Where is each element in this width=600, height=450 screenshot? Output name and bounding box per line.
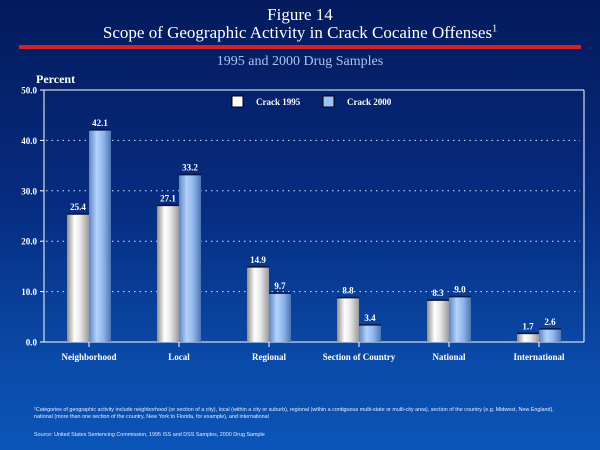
data-label: 25.4 [70, 202, 86, 212]
data-label: 42.1 [92, 118, 108, 128]
bar-2000 [269, 293, 291, 342]
bar-1995 [247, 266, 269, 342]
figure-number: Figure 14 [267, 5, 333, 24]
figure-title-text: Scope of Geographic Activity in Crack Co… [102, 23, 493, 42]
bar-1995 [337, 297, 359, 342]
bar-2000 [89, 129, 111, 342]
data-label: 1.7 [522, 321, 534, 331]
data-label: 8.8 [342, 286, 354, 296]
x-tick-label: International [513, 352, 565, 362]
y-tick-label: 50.0 [21, 86, 37, 96]
x-tick-label: Local [168, 352, 190, 362]
y-tick-label: 0.0 [26, 338, 38, 348]
footnote: ¹Categories of geographic activity inclu… [34, 407, 554, 420]
bar-1995 [67, 213, 89, 342]
chart-subtitle: 1995 and 2000 Drug Samples [216, 54, 384, 69]
bar-2000 [539, 328, 561, 342]
title-footnote-marker: 1 [492, 23, 498, 35]
axes [43, 89, 585, 343]
legend-label-1995: Crack 1995 [256, 97, 301, 107]
source-note: Source: United States Sentencing Commiss… [34, 432, 265, 438]
bar-2000 [359, 324, 381, 342]
legend: Crack 1995 Crack 2000 [231, 95, 392, 108]
data-label: 33.2 [182, 163, 198, 173]
x-axis-ticks: Neighborhood Local Regional Section of Coun… [61, 342, 565, 362]
legend-swatch-2000 [322, 95, 335, 108]
bar-1995 [157, 205, 179, 342]
y-axis-ticks: 0.0 10.0 20.0 30.0 40.0 50.0 [21, 86, 44, 348]
y-tick-label: 20.0 [21, 237, 37, 247]
figure-title: Scope of Geographic Activity in Crack Co… [0, 23, 600, 43]
bar-2000 [449, 296, 471, 342]
data-label: 27.1 [160, 193, 176, 203]
gridlines [46, 139, 580, 293]
x-tick-label: Neighborhood [61, 352, 116, 362]
legend-label-2000: Crack 2000 [347, 97, 392, 107]
x-tick-label: Regional [252, 352, 287, 362]
bars: 25.4 42.1 27.1 33.2 14.9 9.7 8.8 3.4 8.3 9.0 1.7 2.… [67, 118, 561, 342]
y-axis-label: Percent [36, 72, 76, 86]
bar-1995 [427, 300, 449, 342]
title-divider [19, 45, 581, 49]
y-tick-label: 10.0 [21, 287, 37, 297]
data-label: 9.0 [454, 285, 466, 295]
bar-1995 [517, 333, 539, 342]
bar-2000 [179, 174, 201, 342]
x-tick-label: National [432, 352, 466, 362]
y-tick-label: 30.0 [21, 186, 37, 196]
legend-swatch-1995 [231, 95, 244, 108]
data-label: 8.3 [432, 288, 444, 298]
x-tick-label: Section of Country [323, 352, 396, 362]
data-label: 2.6 [544, 317, 556, 327]
data-label: 14.9 [250, 255, 266, 265]
data-label: 3.4 [364, 313, 376, 323]
y-tick-label: 40.0 [21, 136, 37, 146]
data-label: 9.7 [274, 281, 286, 291]
